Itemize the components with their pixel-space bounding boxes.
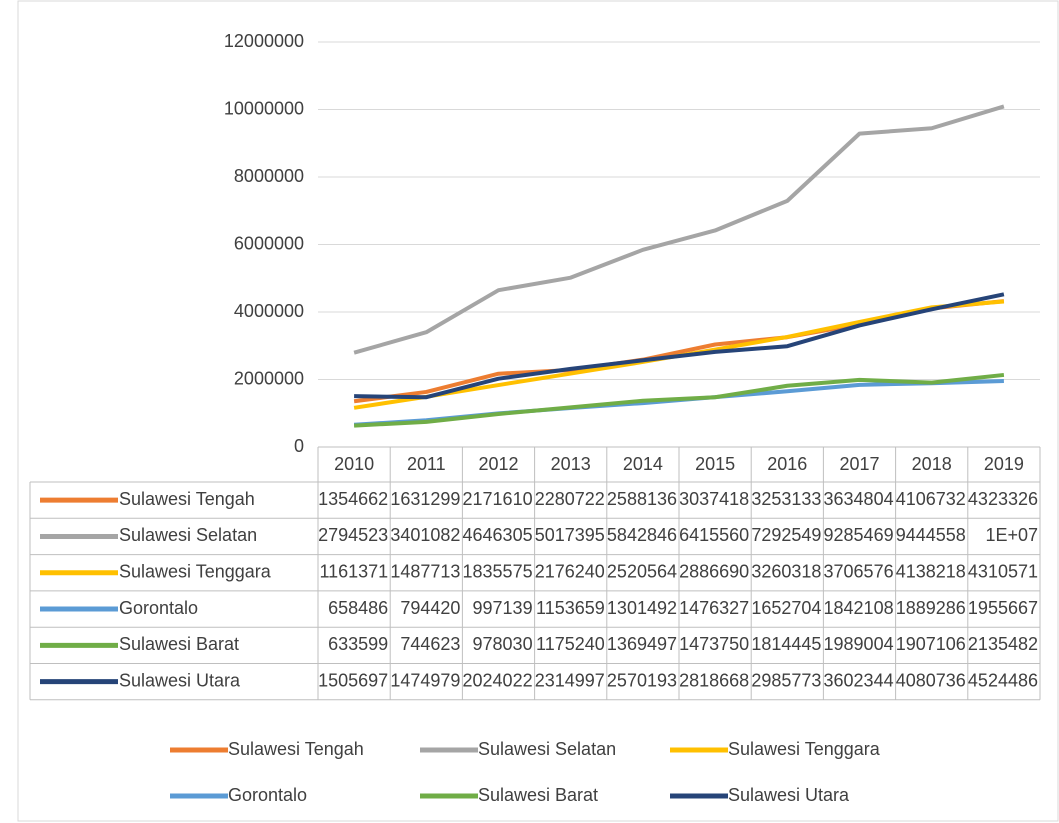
table-cell: 4106732 — [896, 489, 966, 509]
table-cell: 2135482 — [968, 634, 1038, 654]
table-cell: 3706576 — [824, 562, 894, 582]
table-cell: 1354662 — [318, 489, 388, 509]
table-cell: 1842108 — [824, 598, 894, 618]
table-cell: 2171610 — [463, 489, 533, 509]
table-cell: 1955667 — [968, 598, 1038, 618]
table-cell: 2280722 — [535, 489, 605, 509]
legend-label: Sulawesi Tenggara — [728, 739, 881, 759]
table-row-label: Sulawesi Utara — [119, 670, 241, 690]
table-cell: 2886690 — [679, 562, 749, 582]
x-tick-label: 2015 — [695, 454, 735, 474]
table-cell: 633599 — [328, 634, 388, 654]
table-cell: 658486 — [328, 598, 388, 618]
table-row-label: Sulawesi Tenggara — [119, 562, 272, 582]
table-cell: 1153659 — [536, 598, 605, 618]
table-row-label: Gorontalo — [119, 598, 198, 618]
table-cell: 4524486 — [968, 670, 1038, 690]
table-cell: 978030 — [473, 634, 533, 654]
x-tick-label: 2018 — [912, 454, 952, 474]
x-tick-label: 2017 — [839, 454, 879, 474]
x-tick-label: 2011 — [407, 454, 446, 474]
table-cell: 2520564 — [607, 562, 677, 582]
table-cell: 2024022 — [463, 670, 533, 690]
x-tick-label: 2019 — [984, 454, 1024, 474]
table-cell: 1505697 — [318, 670, 388, 690]
table-cell: 3260318 — [751, 562, 821, 582]
table-cell: 1487713 — [390, 562, 460, 582]
table-cell: 4310571 — [968, 562, 1038, 582]
x-tick-label: 2012 — [478, 454, 518, 474]
series-line — [354, 292, 1005, 400]
table-cell: 1175240 — [536, 634, 605, 654]
table-cell: 794420 — [400, 598, 460, 618]
table-cell: 5842846 — [607, 525, 677, 545]
table-cell: 3253133 — [751, 489, 821, 509]
x-tick-label: 2010 — [334, 454, 374, 474]
legend-label: Sulawesi Barat — [478, 785, 598, 805]
table-cell: 4138218 — [896, 562, 966, 582]
table-cell: 2314997 — [535, 670, 605, 690]
table-cell: 1835575 — [463, 562, 533, 582]
legend-label: Gorontalo — [228, 785, 307, 805]
y-tick-label: 10000000 — [224, 98, 304, 118]
table-cell: 744623 — [400, 634, 460, 654]
table-cell: 3634804 — [824, 489, 894, 509]
table-cell: 9444558 — [896, 525, 966, 545]
table-cell: 2985773 — [751, 670, 821, 690]
table-cell: 9285469 — [824, 525, 894, 545]
y-tick-label: 6000000 — [234, 233, 304, 253]
table-cell: 4080736 — [896, 670, 966, 690]
table-cell: 2818668 — [679, 670, 749, 690]
table-cell: 2176240 — [535, 562, 605, 582]
y-tick-label: 0 — [294, 436, 304, 456]
table-cell: 1161371 — [319, 562, 388, 582]
table-row-label: Sulawesi Selatan — [119, 525, 257, 545]
series-line — [353, 104, 1005, 355]
x-tick-label: 2016 — [767, 454, 807, 474]
table-cell: 3401082 — [390, 525, 460, 545]
table-row-label: Sulawesi Barat — [119, 634, 239, 654]
table-cell: 2570193 — [607, 670, 677, 690]
table-cell: 1889286 — [896, 598, 966, 618]
table-cell: 997139 — [473, 598, 533, 618]
table-cell: 1476327 — [679, 598, 749, 618]
series-line — [353, 372, 1005, 428]
legend-label: Sulawesi Utara — [728, 785, 850, 805]
table-cell: 4323326 — [968, 489, 1038, 509]
table-cell: 1814445 — [751, 634, 821, 654]
legend-label: Sulawesi Tengah — [228, 739, 364, 759]
table-cell: 1301492 — [607, 598, 677, 618]
table-cell: 1652704 — [751, 598, 821, 618]
legend-label: Sulawesi Selatan — [478, 739, 616, 759]
y-tick-label: 12000000 — [224, 31, 304, 51]
table-row-label: Sulawesi Tengah — [119, 489, 255, 509]
table-cell: 1473750 — [679, 634, 749, 654]
y-tick-label: 4000000 — [234, 301, 304, 321]
table-cell: 3602344 — [824, 670, 894, 690]
table-cell: 2794523 — [318, 525, 388, 545]
x-tick-label: 2013 — [551, 454, 591, 474]
table-cell: 1907106 — [896, 634, 966, 654]
table-cell: 6415560 — [679, 525, 749, 545]
table-cell: 1474979 — [390, 670, 460, 690]
table-cell: 5017395 — [535, 525, 605, 545]
y-tick-label: 8000000 — [234, 166, 304, 186]
x-tick-label: 2014 — [623, 454, 663, 474]
table-cell: 1631299 — [390, 489, 460, 509]
table-cell: 2588136 — [607, 489, 677, 509]
table-cell: 1E+07 — [985, 525, 1038, 545]
table-cell: 3037418 — [679, 489, 749, 509]
table-cell: 7292549 — [751, 525, 821, 545]
table-cell: 1989004 — [824, 634, 894, 654]
y-tick-label: 2000000 — [234, 368, 304, 388]
table-cell: 4646305 — [463, 525, 533, 545]
table-cell: 1369497 — [607, 634, 677, 654]
